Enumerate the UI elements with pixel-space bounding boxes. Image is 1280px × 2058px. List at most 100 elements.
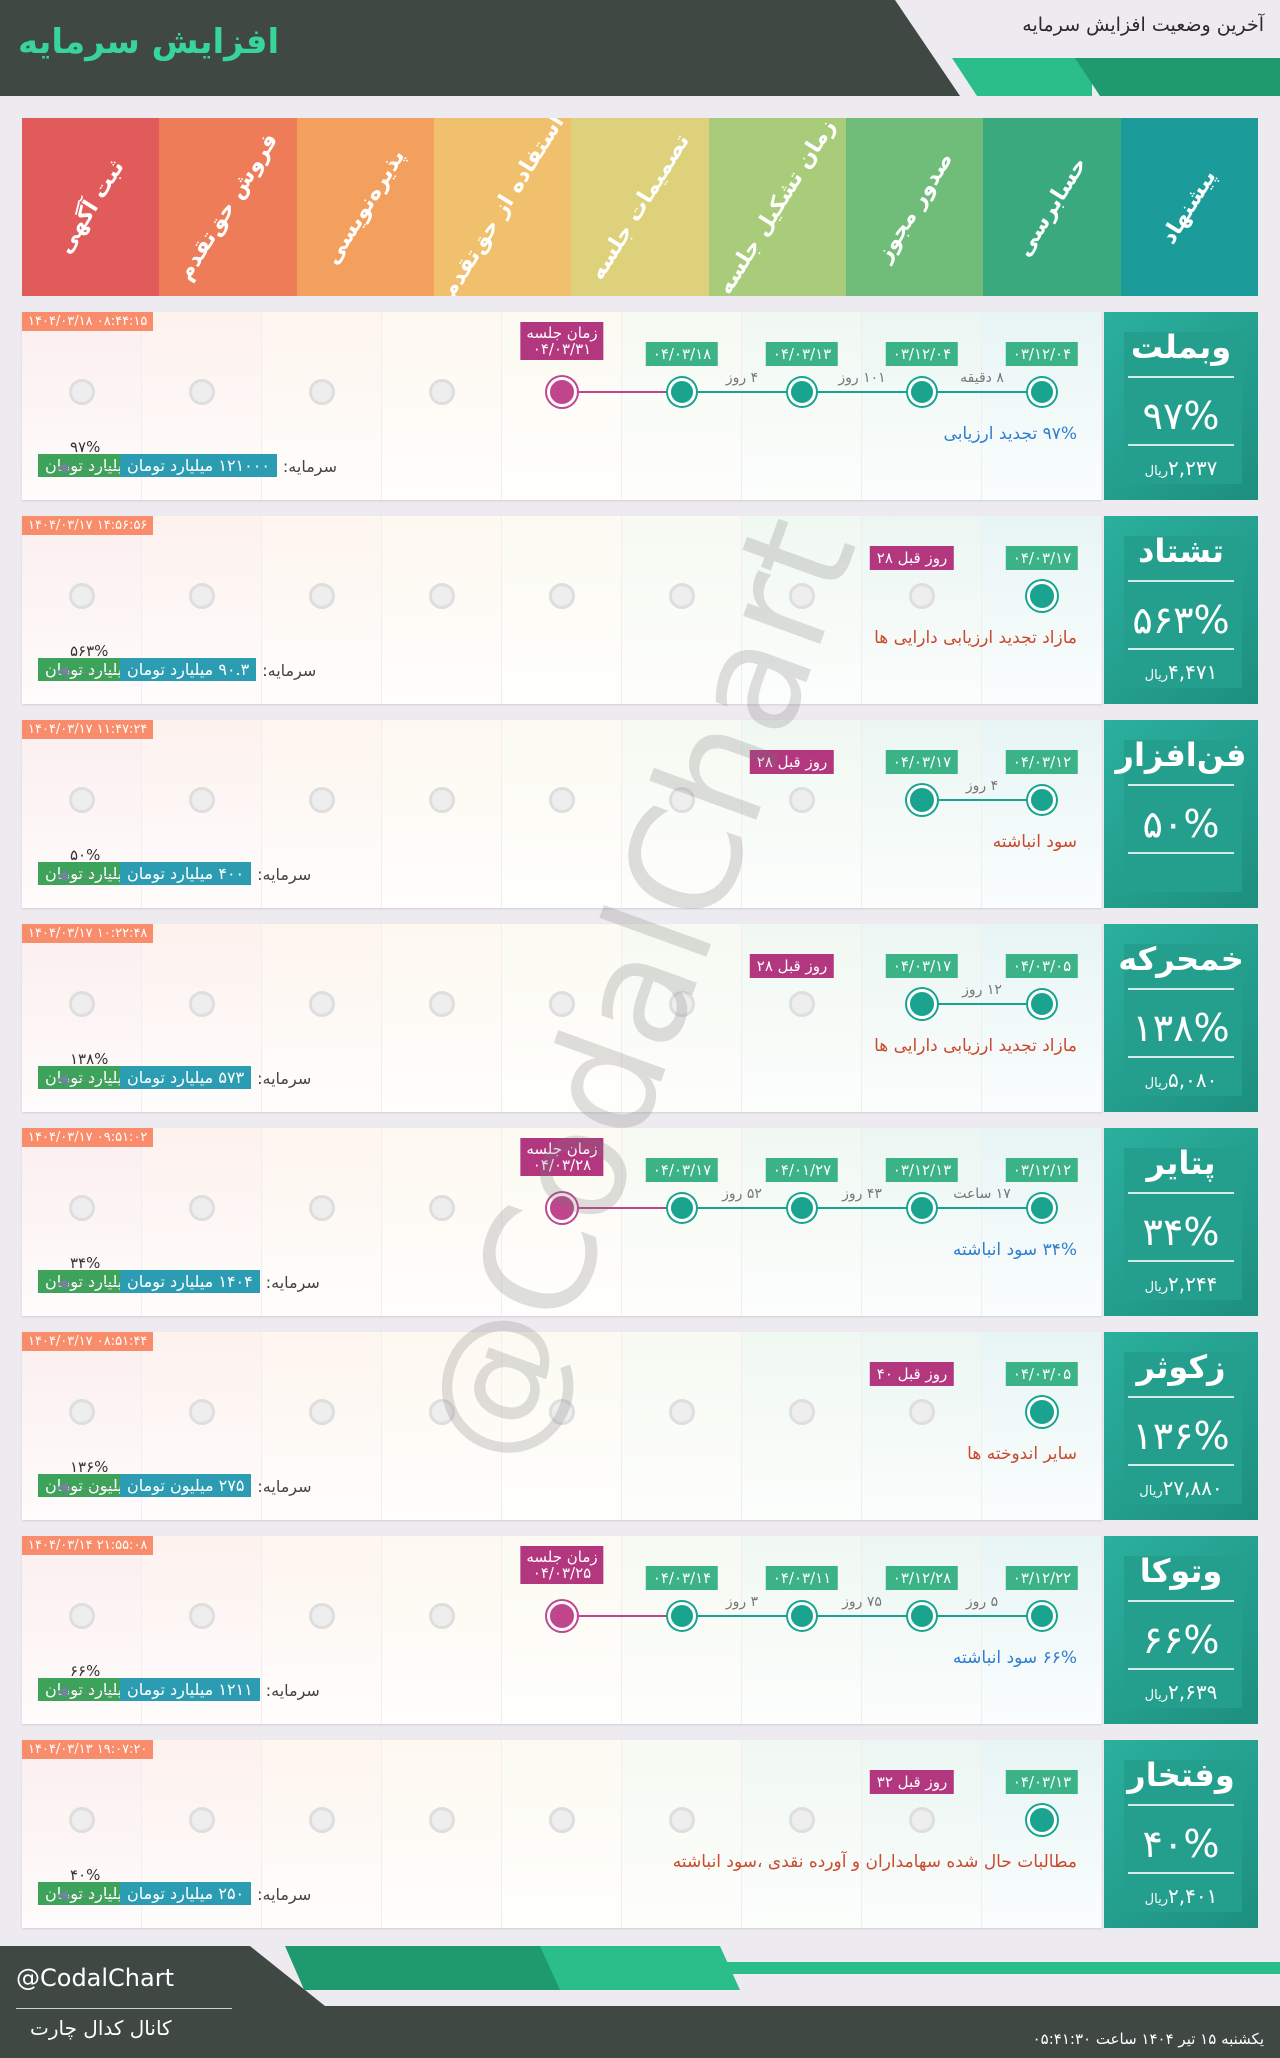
company-row[interactable]: ۱۴۰۴/۰۳/۱۴ ۲۱:۵۵:۰۸ ۰۳/۱۲/۲۲ ۰۳/۱۲/۲۸ ۰۴/۰۳… (22, 1536, 1258, 1724)
increase-percent: ۴۰% (1142, 1822, 1220, 1866)
stage-column (622, 1536, 742, 1724)
company-row[interactable]: ۱۴۰۴/۰۳/۱۷ ۱۴:۵۶:۵۶ ۰۴/۰۳/۱۷ ۲۸ روز قبل ماز… (22, 516, 1258, 704)
share-price-unit: ریال (1144, 668, 1168, 683)
symbol-name[interactable]: وتوکا (1139, 1552, 1223, 1590)
meeting-label: زمان جلسه ۰۴/۰۳/۳۱ (520, 322, 604, 360)
symbol-name[interactable]: وبملت (1130, 328, 1232, 366)
footer-handle[interactable]: @CodalChart (16, 1964, 175, 1992)
share-price-value: ۵,۰۸۰ (1167, 1068, 1218, 1092)
stage-dot-done (1028, 990, 1056, 1018)
timeline-panel: ۱۴۰۴/۰۳/۱۴ ۲۱:۵۵:۰۸ ۰۳/۱۲/۲۲ ۰۳/۱۲/۲۸ ۰۴/۰۳… (22, 1536, 1102, 1724)
stage-dot-done (907, 989, 937, 1019)
company-row[interactable]: ۱۴۰۴/۰۳/۱۸ ۰۸:۴۴:۱۵ ۰۳/۱۲/۰۴ ۰۳/۱۲/۰۴ ۰۴/۰۳… (22, 312, 1258, 500)
capital-source-note: سایر اندوخته ها (967, 1444, 1077, 1464)
share-price-unit: ریال (1144, 1688, 1168, 1703)
company-row[interactable]: ۱۴۰۴/۰۳/۱۳ ۱۹:۰۷:۲۰ ۰۴/۰۳/۱۳ ۳۲ روز قبل مطا… (22, 1740, 1258, 1928)
stage-column (382, 312, 502, 500)
stage-dot-pending (549, 991, 575, 1017)
stage-dot-pending (429, 1807, 455, 1833)
stage-column (622, 1332, 742, 1520)
current-capital-box: ۱۴۰۴ میلیارد تومان (120, 1270, 260, 1293)
stage-column-header: صدور مجوز (845, 118, 984, 296)
company-row[interactable]: ۱۴۰۴/۰۳/۱۷ ۱۰:۲۲:۴۸ ۰۴/۰۳/۰۵ ۰۴/۰۳/۱۷ ۱۲ رو… (22, 924, 1258, 1112)
capital-label: سرمایه: (265, 1273, 320, 1292)
symbol-divider (1128, 1192, 1234, 1194)
symbol-card[interactable]: وتوکا ۶۶% ۲,۶۳۹ریال (1104, 1536, 1258, 1724)
stage-column (982, 720, 1102, 908)
stage-gap-label: ۱۰۱ روز (838, 370, 886, 386)
stage-column (982, 1536, 1102, 1724)
symbol-name[interactable]: تشتاد (1137, 532, 1225, 570)
stage-dot-pending (549, 1399, 575, 1425)
symbol-name[interactable]: خمحرکه (1118, 940, 1244, 978)
symbol-card[interactable]: خمحرکه ۱۳۸% ۵,۰۸۰ریال (1104, 924, 1258, 1112)
percent-divider (1128, 1056, 1234, 1058)
symbol-card[interactable]: تشتاد ۵۶۳% ۴,۴۷۱ریال (1104, 516, 1258, 704)
stage-dot-pending (69, 991, 95, 1017)
stage-column-header: حسابرسی (983, 118, 1121, 296)
symbol-card-inner (1124, 1352, 1242, 1504)
arrow-head (56, 1074, 68, 1086)
share-price-value: ۲,۴۰۱ (1167, 1884, 1218, 1908)
stage-column (862, 516, 982, 704)
symbol-name[interactable]: وفتخار (1127, 1756, 1235, 1794)
current-capital-box: ۲۵۰ میلیارد تومان (120, 1882, 252, 1905)
capital-label: سرمایه: (257, 1069, 312, 1088)
symbol-card[interactable]: فن‌افزار ۵۰% (1104, 720, 1258, 908)
stage-label: پذیره‌نویسی (320, 144, 411, 270)
share-price: ۵,۰۸۰ریال (1104, 1068, 1258, 1092)
days-ago-label: ۳۲ روز قبل (869, 1770, 955, 1794)
stage-dot-done (908, 1602, 936, 1630)
company-row[interactable]: ۱۴۰۴/۰۳/۱۷ ۰۹:۵۱:۰۲ ۰۳/۱۲/۱۲ ۰۳/۱۲/۱۳ ۰۴/۰۱… (22, 1128, 1258, 1316)
share-price-unit: ریال (1139, 1484, 1163, 1499)
symbol-name[interactable]: زکوثر (1136, 1348, 1226, 1386)
stage-header: ثبت آگهی فروش حق‌تقدم پذیره‌نویسی استفاده ا… (22, 118, 1258, 296)
stage-dot-pending (69, 379, 95, 405)
stage-column (982, 1128, 1102, 1316)
stage-dot-done (668, 1602, 696, 1630)
symbol-name[interactable]: پتایر (1146, 1144, 1216, 1182)
stage-column (502, 720, 622, 908)
share-price-value: ۲,۶۳۹ (1167, 1680, 1218, 1704)
stage-gap-label: ۴۳ روز (842, 1186, 882, 1202)
capital-label: سرمایه: (257, 1885, 312, 1904)
stage-date-label: ۰۴/۰۳/۱۱ (765, 1566, 839, 1590)
stage-dot-pending (189, 1807, 215, 1833)
stage-gap-label: ۴ روز (965, 778, 999, 794)
stage-column (262, 1740, 382, 1928)
stage-gap-label: ۱۷ ساعت (953, 1186, 1011, 1202)
company-row[interactable]: ۱۴۰۴/۰۳/۱۷ ۱۱:۴۷:۲۴ ۰۴/۰۳/۱۲ ۰۴/۰۳/۱۷ ۴ روز… (22, 720, 1258, 908)
stage-columns (22, 720, 1102, 908)
stage-dot-pending (309, 583, 335, 609)
stage-dot-pending (69, 1399, 95, 1425)
timestamp-badge: ۱۴۰۴/۰۳/۱۳ ۱۹:۰۷:۲۰ (22, 1740, 154, 1759)
increase-percent-label: ۱۳۶% (70, 1458, 109, 1476)
current-capital-box: ۱۲۱۰۰۰ میلیارد تومان (120, 454, 277, 477)
timestamp-badge: ۱۴۰۴/۰۳/۱۷ ۱۴:۵۶:۵۶ (22, 516, 154, 535)
timestamp-badge: ۱۴۰۴/۰۳/۱۷ ۰۹:۵۱:۰۲ (22, 1128, 154, 1147)
percent-divider (1128, 648, 1234, 650)
stage-column (262, 924, 382, 1112)
symbol-card[interactable]: وبملت ۹۷% ۲,۲۳۷ریال (1104, 312, 1258, 500)
stage-column (622, 720, 742, 908)
stage-column (262, 720, 382, 908)
stage-dot-pending (669, 1807, 695, 1833)
stage-column (862, 1332, 982, 1520)
page-subtitle: آخرین وضعیت افزایش سرمایه (1022, 14, 1264, 36)
share-price-value: ۲,۲۴۴ (1167, 1272, 1218, 1296)
stage-dot-pending (429, 1603, 455, 1629)
timeline-panel: ۱۴۰۴/۰۳/۱۷ ۰۸:۵۱:۴۴ ۰۴/۰۳/۰۵ ۴۰ روز قبل سای… (22, 1332, 1102, 1520)
stage-dot-done (1028, 786, 1056, 814)
stage-dot-pending (189, 1399, 215, 1425)
symbol-card[interactable]: وفتخار ۴۰% ۲,۴۰۱ریال (1104, 1740, 1258, 1928)
stage-dot-done (788, 1602, 816, 1630)
timeline-panel: ۱۴۰۴/۰۳/۱۷ ۱۴:۵۶:۵۶ ۰۴/۰۳/۱۷ ۲۸ روز قبل ماز… (22, 516, 1102, 704)
capital-source-note: ۶۶% سود انباشته (952, 1648, 1077, 1668)
company-row[interactable]: ۱۴۰۴/۰۳/۱۷ ۰۸:۵۱:۴۴ ۰۴/۰۳/۰۵ ۴۰ روز قبل سای… (22, 1332, 1258, 1520)
symbol-card[interactable]: زکوثر ۱۳۶% ۲۷,۸۸۰ریال (1104, 1332, 1258, 1520)
stage-column (622, 516, 742, 704)
timestamp-badge: ۱۴۰۴/۰۳/۱۴ ۲۱:۵۵:۰۸ (22, 1536, 154, 1555)
symbol-card[interactable]: پتایر ۳۴% ۲,۲۴۴ریال (1104, 1128, 1258, 1316)
symbol-name[interactable]: فن‌افزار (1115, 736, 1247, 774)
stage-dot-done (1028, 378, 1056, 406)
